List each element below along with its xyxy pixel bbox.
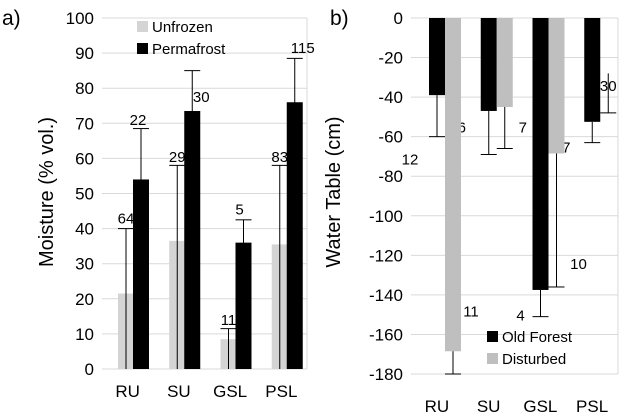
- data-label: 4: [516, 308, 524, 325]
- x-category-ru: RU: [115, 382, 140, 401]
- x-category-gsl: GSL: [213, 382, 247, 401]
- bar-disturbed-ru: [445, 18, 461, 352]
- y-tick-label: -180: [369, 365, 403, 384]
- legend-label: Permafrost: [152, 41, 226, 58]
- data-label: 5: [235, 202, 243, 219]
- y-tick-label: 50: [75, 185, 94, 204]
- y-tick-label: -120: [369, 246, 403, 265]
- y-tick-label: -140: [369, 286, 403, 305]
- y-tick-label: 40: [75, 220, 94, 239]
- data-label: 12: [402, 151, 419, 168]
- panel-a-label: a): [2, 7, 21, 30]
- bar-old-forest-gsl: [532, 18, 549, 290]
- panel-a-plot: 0 10 20 30 40 50 60 70 80 90 100 64 29 11 83 22 30 5 115 RU…: [66, 9, 315, 401]
- y-tick-label: 60: [75, 149, 94, 168]
- y-tick-label: -60: [378, 128, 403, 147]
- legend-swatch: [137, 43, 148, 54]
- data-label: 30: [600, 78, 617, 95]
- y-tick-label: -80: [378, 167, 403, 186]
- panel-a-ylabel: Moisture (% vol.): [36, 117, 58, 267]
- legend-label: Unfrozen: [152, 19, 213, 36]
- bar-old-forest-psl: [584, 18, 601, 122]
- chart-panel-a: a) Moisture (% vol.) 0 10 20 30 40 50 60 70 80 90…: [2, 7, 315, 401]
- y-tick-label: -40: [378, 88, 403, 107]
- data-label: 11: [221, 312, 237, 329]
- data-label: 7: [519, 120, 527, 137]
- data-label: 30: [193, 89, 210, 106]
- y-tick-label: 90: [75, 44, 94, 63]
- y-tick-label: -100: [369, 207, 403, 226]
- data-label: 10: [570, 256, 587, 273]
- legend-swatch: [487, 353, 498, 364]
- x-category-su: SU: [477, 397, 501, 416]
- y-tick-label: 80: [75, 79, 94, 98]
- data-label: 64: [118, 210, 135, 227]
- y-tick-label: 20: [75, 290, 94, 309]
- data-label: 83: [271, 149, 288, 166]
- chart-panel-b: b) Water Table (cm) 0 -20 -40 -60 -80 -100 -12…: [323, 7, 619, 416]
- bar-old-forest-su: [480, 18, 497, 111]
- y-tick-label: 100: [66, 9, 94, 28]
- y-tick-label: 30: [75, 255, 94, 274]
- data-label: 115: [291, 40, 315, 57]
- y-tick-label: 0: [85, 360, 94, 379]
- x-category-su: SU: [167, 382, 191, 401]
- data-label: 6: [458, 120, 466, 137]
- panel-b-ylabel: Water Table (cm): [323, 116, 345, 267]
- panel-b-plot: 0 -20 -40 -60 -80 -100 -120 -140 -160 -180 12 6 4 7 11…: [369, 9, 619, 416]
- legend-swatch: [487, 331, 498, 342]
- y-tick-label: -160: [369, 325, 403, 344]
- data-label: 7: [562, 139, 570, 156]
- bar-disturbed-su: [496, 18, 513, 107]
- data-label: 29: [169, 149, 186, 166]
- bar-disturbed-gsl: [548, 18, 565, 154]
- data-label: 11: [463, 304, 479, 321]
- data-label: 22: [130, 112, 147, 129]
- legend-label: Old Forest: [502, 329, 573, 346]
- x-category-ru: RU: [425, 397, 450, 416]
- y-tick-label: 10: [75, 325, 94, 344]
- x-category-gsl: GSL: [523, 397, 557, 416]
- bar-old-forest-ru: [429, 18, 445, 96]
- legend-swatch: [137, 21, 148, 32]
- y-tick-label: 0: [394, 9, 403, 28]
- x-category-psl: PSL: [265, 382, 297, 401]
- y-tick-label: -20: [378, 49, 403, 68]
- x-category-psl: PSL: [576, 397, 608, 416]
- y-tick-label: 70: [75, 114, 94, 133]
- legend-label: Disturbed: [502, 351, 566, 368]
- panel-b-label: b): [330, 7, 349, 30]
